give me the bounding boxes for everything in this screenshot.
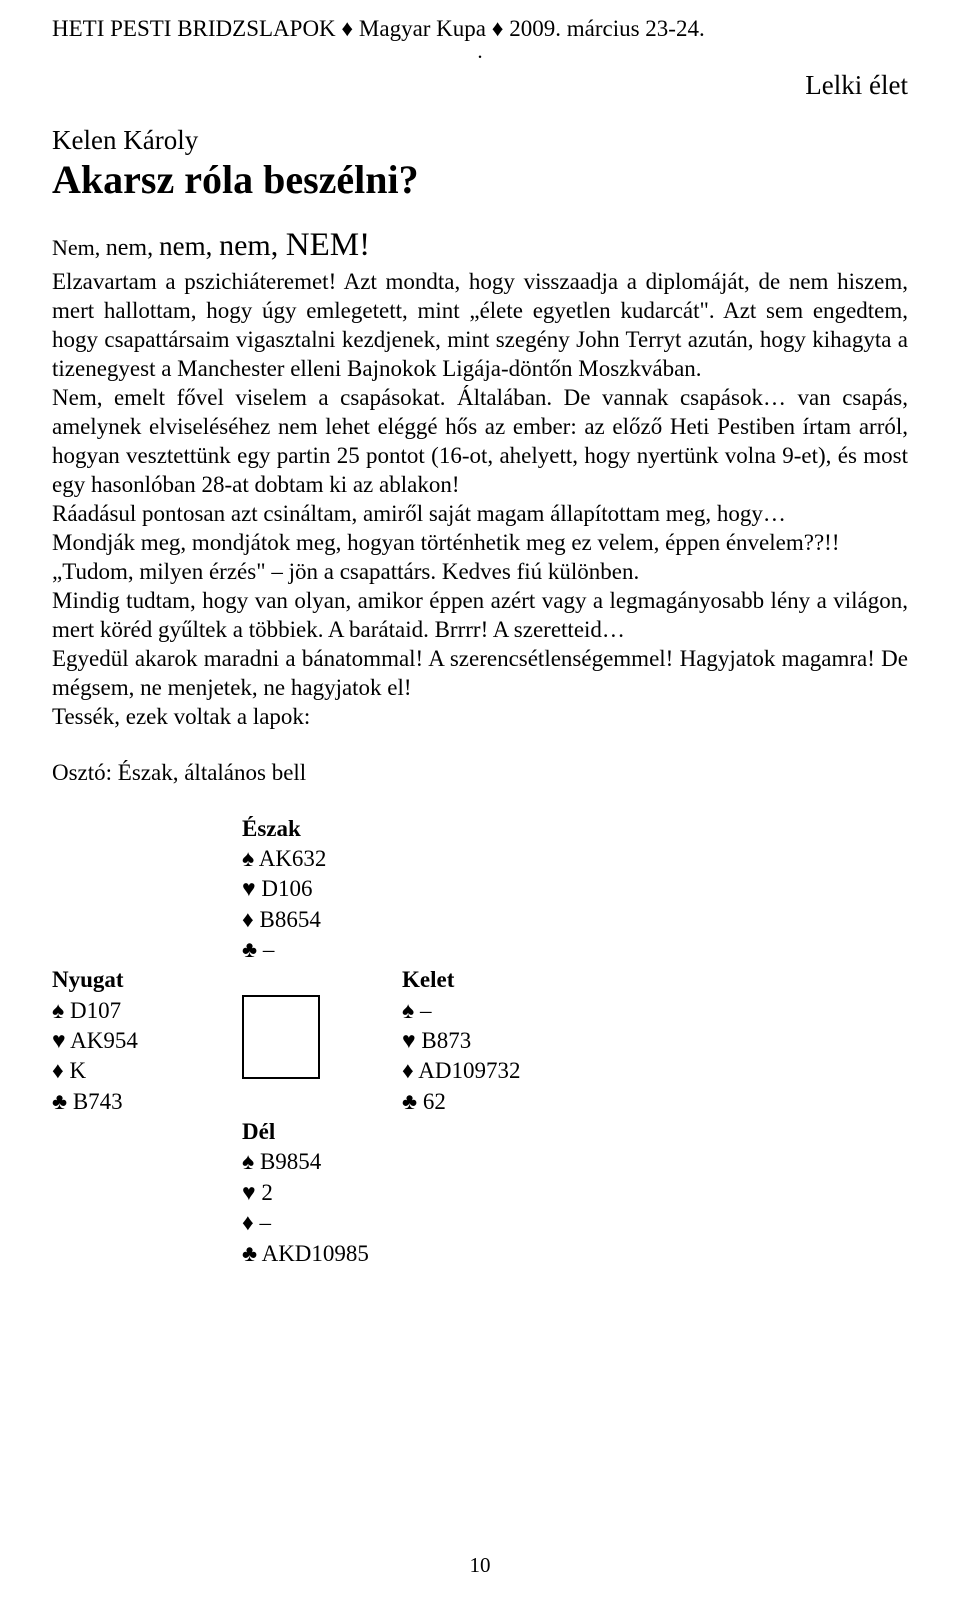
paragraph: Egyedül akarok maradni a bánatommal! A s… — [52, 645, 908, 703]
south-hand: Dél ♠ B9854 ♥ 2 ♦ – ♣ AKD10985 — [242, 1117, 622, 1269]
intro-line: Nem, nem, nem, nem, NEM! — [52, 227, 908, 264]
intro-word-3: nem, — [159, 231, 219, 261]
north-spades: ♠ AK632 — [242, 844, 622, 874]
paragraph: „Tudom, milyen érzés" – jön a csapattárs… — [52, 558, 908, 587]
south-diamonds: ♦ – — [242, 1208, 622, 1238]
article-body: Elzavartam a pszichiáteremet! Azt mondta… — [52, 268, 908, 732]
intro-word-2: nem, — [106, 235, 159, 261]
article-author: Kelen Károly — [52, 125, 908, 156]
article-title: Akarsz róla beszélni? — [52, 156, 908, 203]
east-label: Kelet — [402, 965, 622, 995]
west-label: Nyugat — [52, 965, 242, 995]
south-hearts: ♥ 2 — [242, 1178, 622, 1208]
intro-word-4: nem, — [219, 229, 286, 262]
south-clubs: ♣ AKD10985 — [242, 1239, 622, 1269]
north-diamonds: ♦ B8654 — [242, 905, 622, 935]
compass-box — [242, 995, 320, 1079]
paragraph: Elzavartam a pszichiáteremet! Azt mondta… — [52, 268, 908, 384]
dealer-info: Osztó: Észak, általános bell — [52, 760, 908, 786]
page-number: 10 — [0, 1553, 960, 1578]
header-dot: . — [52, 44, 908, 58]
paragraph: Mondják meg, mondjátok meg, hogyan törté… — [52, 529, 908, 558]
intro-word-1: Nem, — [52, 235, 106, 260]
east-hearts: ♥ B873 — [402, 1026, 622, 1056]
paragraph: Nem, emelt fővel viselem a csapásokat. Á… — [52, 384, 908, 500]
bridge-deal: Észak ♠ AK632 ♥ D106 ♦ B8654 ♣ – Nyugat … — [52, 814, 908, 1269]
section-label: Lelki élet — [52, 70, 908, 101]
east-spades: ♠ – — [402, 996, 622, 1026]
east-hand: Kelet ♠ – ♥ B873 ♦ AD109732 ♣ 62 — [402, 965, 622, 1117]
north-clubs: ♣ – — [242, 935, 622, 965]
west-hearts: ♥ AK954 — [52, 1026, 242, 1056]
west-diamonds: ♦ K — [52, 1056, 242, 1086]
south-spades: ♠ B9854 — [242, 1147, 622, 1177]
paragraph: Ráadásul pontosan azt csináltam, amiről … — [52, 500, 908, 529]
west-hand: Nyugat ♠ D107 ♥ AK954 ♦ K ♣ B743 — [52, 965, 242, 1117]
east-diamonds: ♦ AD109732 — [402, 1056, 622, 1086]
compass-cell — [242, 965, 402, 1117]
north-hearts: ♥ D106 — [242, 874, 622, 904]
north-label: Észak — [242, 814, 622, 844]
west-spades: ♠ D107 — [52, 996, 242, 1026]
east-clubs: ♣ 62 — [402, 1087, 622, 1117]
paragraph: Mindig tudtam, hogy van olyan, amikor ép… — [52, 587, 908, 645]
paragraph: Tessék, ezek voltak a lapok: — [52, 703, 908, 732]
intro-word-5: NEM! — [286, 227, 370, 263]
south-label: Dél — [242, 1117, 622, 1147]
north-hand: Észak ♠ AK632 ♥ D106 ♦ B8654 ♣ – — [242, 814, 622, 966]
west-clubs: ♣ B743 — [52, 1087, 242, 1117]
